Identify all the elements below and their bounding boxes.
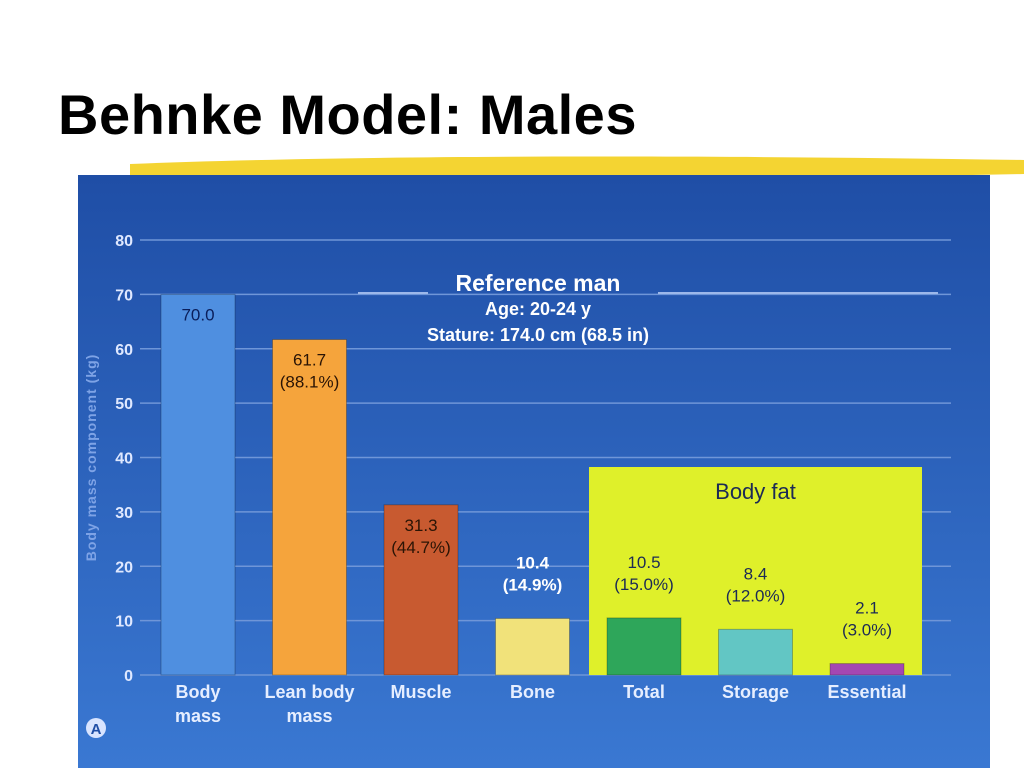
- x-tick-label: Lean body mass: [264, 682, 354, 726]
- x-tick-label: Total: [623, 682, 665, 702]
- reference-age: Age: 20-24 y: [485, 299, 591, 319]
- y-tick-label: 60: [115, 342, 133, 359]
- bar-percent-label: (88.1%): [280, 373, 340, 392]
- reference-box: Reference man Age: 20-24 y Stature: 174.0 …: [358, 270, 938, 345]
- panel-badge-circle: [86, 718, 106, 738]
- y-tick-label: 40: [115, 451, 133, 468]
- bar-chart: Body fat 70.0 Body mass 61.7 (88.1%) Lean bod…: [78, 175, 990, 768]
- y-axis: 0 10 20 30 40 50 60 70 80 Body mass component (kg…: [83, 233, 133, 685]
- body-fat-label: Body fat: [715, 479, 796, 504]
- bar: [383, 504, 459, 676]
- bar: [718, 628, 793, 676]
- panel-badge-letter: A: [91, 721, 102, 738]
- bar-percent-label: (44.7%): [391, 538, 451, 557]
- y-tick-label: 80: [115, 233, 133, 250]
- bars: [160, 293, 905, 676]
- y-tick-label: 50: [115, 396, 133, 413]
- title-underline-highlight: [130, 156, 1024, 179]
- bar-value-label: 2.1: [855, 599, 879, 618]
- x-tick-label: Bone: [510, 682, 555, 702]
- y-tick-label: 30: [115, 505, 133, 522]
- bar-value-label: 10.4: [516, 553, 550, 572]
- bar-percent-label: (14.9%): [503, 575, 563, 594]
- y-tick-label: 70: [115, 287, 133, 304]
- bar: [160, 293, 236, 676]
- slide-title: Behnke Model: Males: [58, 83, 637, 146]
- y-tick-label: 0: [124, 668, 133, 685]
- bar-percent-label: (12.0%): [726, 586, 786, 605]
- bar-value-label: 31.3: [404, 516, 437, 535]
- bar: [606, 617, 682, 676]
- bar-value-label: 70.0: [181, 305, 214, 324]
- bar: [829, 663, 905, 676]
- panel-badge: A: [86, 718, 106, 738]
- y-axis-label: Body mass component (kg): [83, 354, 99, 562]
- chart-panel: Body fat 70.0 Body mass 61.7 (88.1%) Lean bod…: [78, 175, 990, 768]
- bar-value-label: 10.5: [627, 553, 660, 572]
- y-tick-label: 20: [115, 559, 133, 576]
- x-tick-label: Body mass: [175, 682, 221, 726]
- x-tick-label: Essential: [827, 682, 906, 702]
- bar-value-label: 8.4: [744, 564, 768, 583]
- bar-percent-label: (3.0%): [842, 621, 892, 640]
- x-tick-label: Muscle: [390, 682, 451, 702]
- bar-labels: 70.0 Body mass 61.7 (88.1%) Lean body mass 31.3…: [175, 305, 907, 726]
- bar-value-label: 61.7: [293, 351, 326, 370]
- bar: [272, 339, 347, 676]
- bar-percent-label: (15.0%): [614, 575, 674, 594]
- y-tick-label: 10: [115, 614, 133, 631]
- x-tick-label: Storage: [722, 682, 789, 702]
- bar: [495, 617, 570, 676]
- reference-title: Reference man: [456, 270, 621, 296]
- reference-stature: Stature: 174.0 cm (68.5 in): [427, 325, 649, 345]
